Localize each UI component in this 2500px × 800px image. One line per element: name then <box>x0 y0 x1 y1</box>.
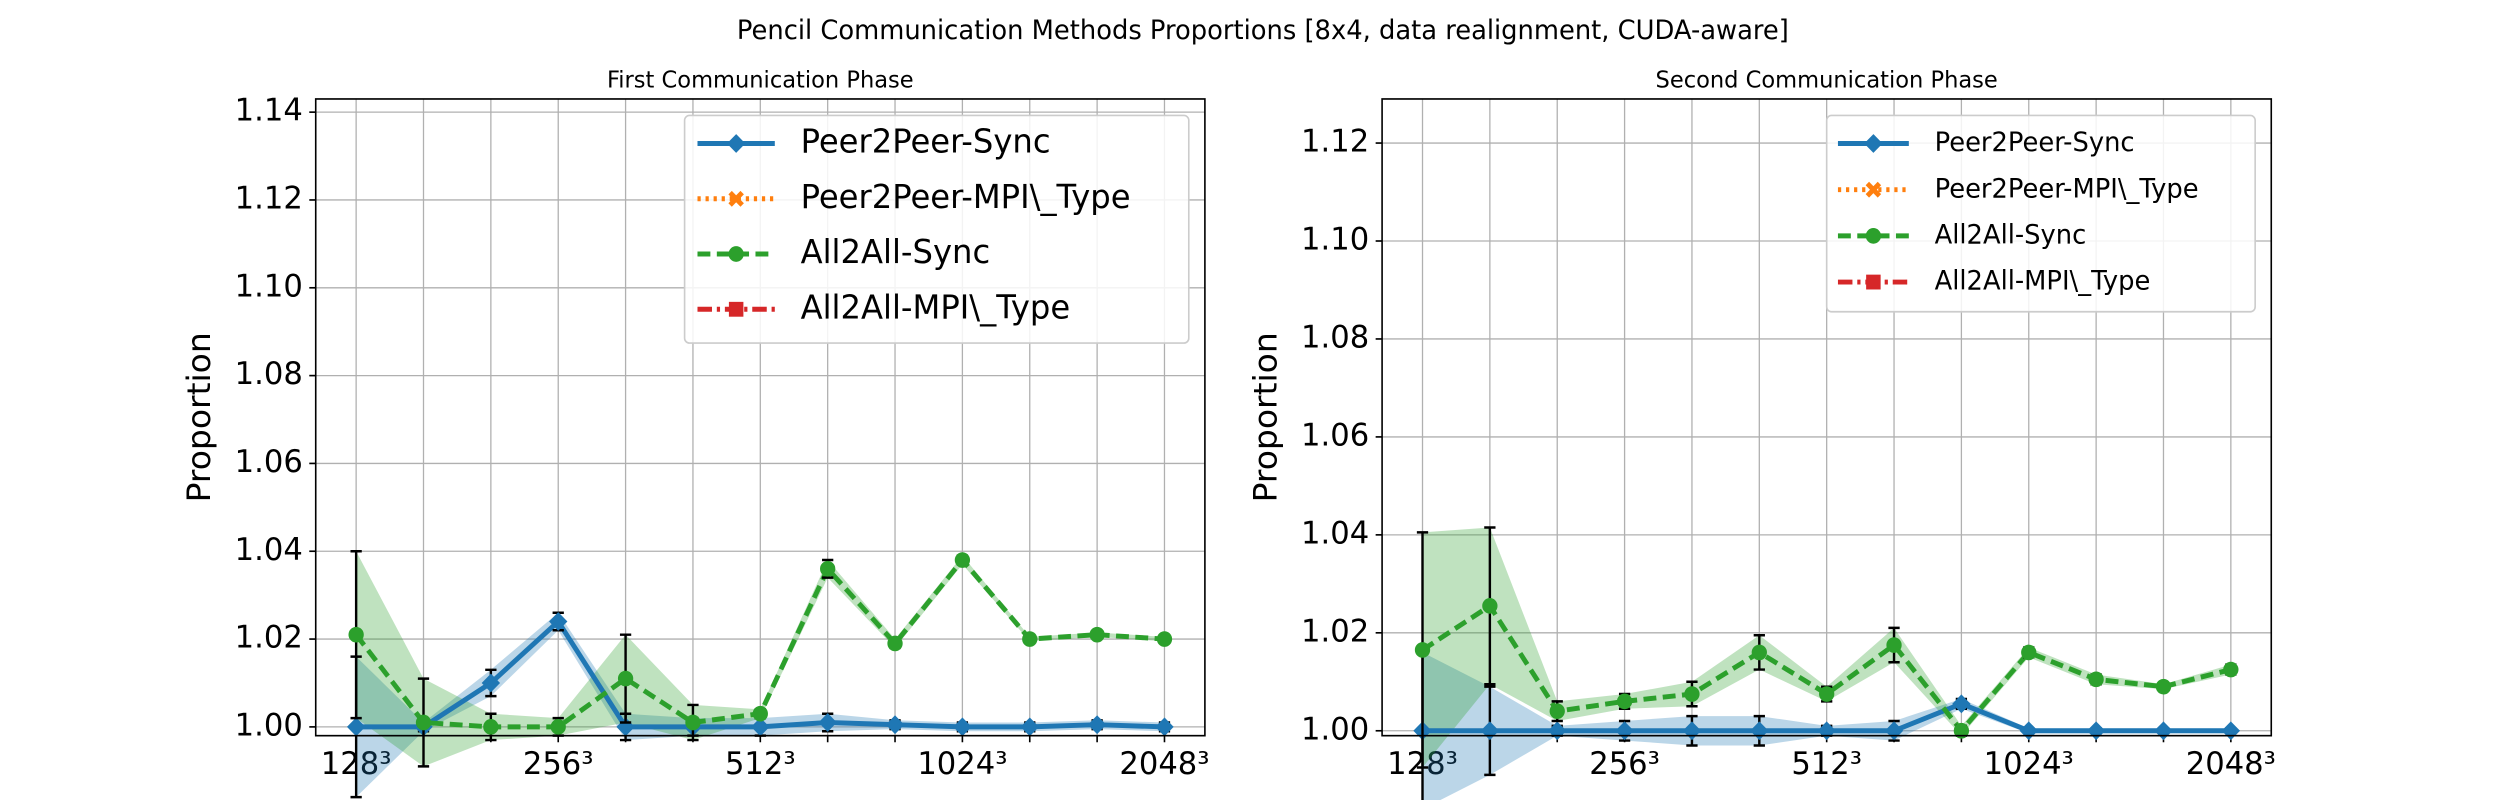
data-point <box>617 670 634 687</box>
legend-label: All2All-Sync <box>801 233 991 271</box>
legend-label: All2All-MPI\_Type <box>1935 266 2151 296</box>
x-tick-label: 256³ <box>523 746 594 782</box>
data-point <box>1616 693 1633 710</box>
chart-title: First Communication Phase <box>607 67 914 93</box>
x-tick-label: 256³ <box>1589 746 1660 782</box>
data-point <box>1819 686 1835 702</box>
y-tick-label: 1.06 <box>235 444 303 480</box>
data-point <box>1480 721 1500 741</box>
data-point <box>1414 642 1431 658</box>
y-tick-label: 1.02 <box>235 619 303 655</box>
data-point <box>1022 631 1038 647</box>
y-axis-label: Proportion <box>181 332 219 502</box>
data-point <box>2088 671 2104 688</box>
data-point <box>549 612 568 631</box>
plot-frame <box>1381 98 2273 737</box>
data-point <box>1482 598 1498 614</box>
legend-label: Peer2Peer-MPI\_Type <box>1935 174 2199 204</box>
data-point <box>1684 686 1700 702</box>
data-point <box>1089 626 1105 643</box>
data-point <box>954 552 971 568</box>
legend-label: Peer2Peer-MPI\_Type <box>801 178 1131 216</box>
legend-box <box>683 114 1190 344</box>
data-point <box>887 635 903 652</box>
data-point <box>820 560 836 577</box>
data-point <box>1886 637 1902 653</box>
plot-frame <box>314 98 1206 737</box>
y-tick-label: 1.04 <box>1301 515 1369 551</box>
y-tick-label: 1.04 <box>235 532 303 568</box>
y-tick-label: 1.10 <box>1301 221 1369 257</box>
data-point <box>1751 644 1767 661</box>
y-tick-label: 1.00 <box>1301 711 1369 747</box>
legend-marker <box>728 190 744 207</box>
legend-label: Peer2Peer-Sync <box>1935 128 2135 158</box>
data-point <box>685 714 701 731</box>
x-tick-label: 2048³ <box>1119 746 1209 782</box>
legend-marker <box>728 301 744 317</box>
data-point <box>2223 661 2239 678</box>
data-point <box>885 715 905 735</box>
data-point <box>483 719 499 735</box>
data-point <box>1952 694 1971 714</box>
data-point <box>1087 715 1107 735</box>
x-tick-label: 1024³ <box>917 746 1007 782</box>
data-point <box>818 713 837 732</box>
legend-marker <box>1865 181 1882 198</box>
y-tick-label: 1.02 <box>1301 613 1369 649</box>
legend-marker <box>726 134 746 153</box>
x-tick-label: 1024³ <box>1984 746 2074 782</box>
y-tick-label: 1.08 <box>235 356 303 392</box>
x-tick-label: 512³ <box>1791 746 1862 782</box>
data-point <box>550 719 566 735</box>
data-point <box>1953 722 1970 739</box>
legend-marker <box>1864 134 1883 153</box>
y-tick-label: 1.12 <box>1301 123 1369 159</box>
legend-marker <box>1865 228 1882 244</box>
data-point <box>1156 631 1173 647</box>
legend-label: All2All-Sync <box>1935 220 2087 250</box>
legend-marker <box>728 246 744 262</box>
legend-label: Peer2Peer-Sync <box>801 122 1051 160</box>
data-point <box>481 673 501 693</box>
y-tick-label: 1.00 <box>235 707 303 743</box>
legend-box <box>1825 114 2256 313</box>
data-point <box>415 714 432 731</box>
x-tick-label: 2048³ <box>2186 746 2276 782</box>
legend-marker <box>1866 274 1881 290</box>
data-point <box>348 626 364 643</box>
data-point <box>2155 678 2172 695</box>
figure-title: Pencil Communication Methods Proportions… <box>737 16 1789 46</box>
data-point <box>2021 644 2037 661</box>
y-tick-label: 1.12 <box>235 180 303 216</box>
y-tick-label: 1.08 <box>1301 319 1369 355</box>
data-point <box>1817 721 1836 741</box>
data-point <box>1549 703 1565 720</box>
y-tick-label: 1.10 <box>235 268 303 304</box>
chart-title: Second Communication Phase <box>1656 67 1998 93</box>
y-tick-label: 1.06 <box>1301 417 1369 453</box>
legend-label: All2All-MPI\_Type <box>801 288 1071 326</box>
error-band <box>356 551 1165 767</box>
x-tick-label: 512³ <box>725 746 796 782</box>
data-point <box>752 705 768 722</box>
y-tick-label: 1.14 <box>235 92 303 128</box>
y-axis-label: Proportion <box>1247 332 1285 502</box>
